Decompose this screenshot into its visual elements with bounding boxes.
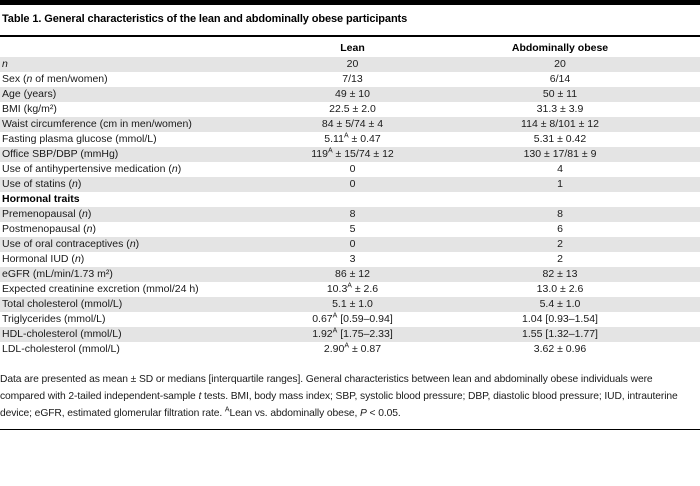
table-row: Postmenopausal (n) 5 6 — [0, 222, 700, 237]
table-row: Use of antihypertensive medication (n) 0 4 — [0, 162, 700, 177]
row-value-obese: 3.62 ± 0.96 — [533, 342, 587, 355]
row-label: BMI (kg/m²) — [2, 102, 57, 115]
row-value-obese: 20 — [554, 57, 566, 70]
column-header-obese: Abdominally obese — [511, 41, 609, 54]
row-label: Postmenopausal (n) — [2, 222, 96, 235]
row-label: eGFR (mL/min/1.73 m²) — [2, 267, 113, 280]
table-row: eGFR (mL/min/1.73 m²) 86 ± 12 82 ± 13 — [0, 266, 700, 282]
column-header-lean: Lean — [340, 41, 365, 54]
row-value-lean — [285, 192, 420, 207]
row-value-obese: 50 ± 11 — [542, 87, 578, 100]
row-label: Total cholesterol (mmol/L) — [2, 297, 123, 310]
row-label: LDL-cholesterol (mmol/L) — [2, 342, 120, 355]
row-label: Expected creatinine excretion (mmol/24 h… — [2, 282, 199, 295]
row-label: Use of antihypertensive medication (n) — [2, 162, 182, 175]
row-label: Office SBP/DBP (mmHg) — [2, 147, 119, 160]
row-value-obese: 8 — [557, 207, 563, 220]
row-value-obese: 6 — [557, 222, 563, 235]
row-value-obese: 13.0 ± 2.6 — [536, 282, 584, 295]
row-value-lean: 22.5 ± 2.0 — [329, 102, 376, 115]
row-value-lean: 84 ± 5/74 ± 4 — [321, 117, 384, 130]
row-label: Age (years) — [2, 87, 57, 100]
table-row: Fasting plasma glucose (mmol/L) 5.11A ± 0… — [0, 132, 700, 147]
table-header-row: Lean Abdominally obese — [0, 37, 700, 57]
row-label: Waist circumference (cm in men/women) — [2, 117, 192, 130]
table-row: Use of oral contraceptives (n) 0 2 — [0, 236, 700, 252]
row-value-obese: 5.31 ± 0.42 — [533, 132, 587, 145]
row-label: n — [2, 57, 8, 70]
table-body: n 20 20 Sex (n of men/women) 7/13 6/14 Age (ye… — [0, 56, 700, 357]
row-value-lean: 86 ± 12 — [335, 267, 370, 280]
row-value-obese: 1.55 [1.32–1.77] — [522, 327, 598, 340]
table-row: n 20 20 — [0, 56, 700, 72]
row-value-obese: 31.3 ± 3.9 — [536, 102, 584, 115]
section-header-row: Hormonal traits — [0, 192, 700, 207]
row-value-lean: 49 ± 10 — [335, 87, 370, 100]
table-row: LDL-cholesterol (mmol/L) 2.90A ± 0.87 3.62… — [0, 342, 700, 357]
row-value-lean: 5.11A ± 0.47 — [324, 132, 381, 145]
characteristics-table: Lean Abdominally obese n 20 20 Sex (n of me… — [0, 37, 700, 357]
row-value-lean: 2.90A ± 0.87 — [323, 342, 382, 355]
bottom-rule — [0, 428, 700, 430]
table-title: Table 1. General characteristics of the … — [2, 13, 408, 25]
row-label: Use of oral contraceptives (n) — [2, 237, 140, 250]
row-value-obese: 2 — [557, 237, 563, 250]
row-value-lean: 0 — [349, 162, 356, 175]
row-value-obese: 130 ± 17/81 ± 9 — [523, 147, 597, 160]
row-value-lean: 119A ± 15/74 ± 12 — [311, 147, 394, 160]
row-value-obese: 82 ± 13 — [542, 267, 578, 280]
table-row: Expected creatinine excretion (mmol/24 h… — [0, 282, 700, 297]
table-row: Hormonal IUD (n) 3 2 — [0, 252, 700, 267]
row-value-obese — [420, 192, 700, 207]
row-label: Hormonal IUD (n) — [2, 252, 85, 265]
row-value-lean: 0 — [349, 177, 356, 190]
row-label: Hormonal traits — [2, 192, 80, 205]
row-value-obese: 6/14 — [549, 72, 571, 85]
table-row: BMI (kg/m²) 22.5 ± 2.0 31.3 ± 3.9 — [0, 102, 700, 117]
table-row: HDL-cholesterol (mmol/L) 1.92A [1.75–2.33… — [0, 326, 700, 342]
title-rule — [0, 35, 700, 37]
row-value-obese: 5.4 ± 1.0 — [539, 297, 581, 310]
row-value-lean: 0.67A [0.59–0.94] — [312, 312, 393, 325]
table-row: Total cholesterol (mmol/L) 5.1 ± 1.0 5.4 ±… — [0, 296, 700, 312]
row-label: Use of statins (n) — [2, 177, 82, 190]
row-label: Triglycerides (mmol/L) — [2, 312, 106, 325]
table-row: Waist circumference (cm in men/women) 84 … — [0, 116, 700, 132]
row-value-lean: 3 — [349, 252, 356, 265]
table-row: Sex (n of men/women) 7/13 6/14 — [0, 72, 700, 87]
table-footnote: Data are presented as mean ± SD or media… — [0, 373, 678, 419]
table-row: Premenopausal (n) 8 8 — [0, 206, 700, 222]
table-row: Triglycerides (mmol/L) 0.67A [0.59–0.94] 1… — [0, 312, 700, 327]
row-value-lean: 1.92A [1.75–2.33] — [312, 327, 393, 340]
row-label: Fasting plasma glucose (mmol/L) — [2, 132, 157, 145]
row-label: Premenopausal (n) — [2, 207, 92, 220]
table-row: Use of statins (n) 0 1 — [0, 176, 700, 192]
row-value-lean: 5.1 ± 1.0 — [332, 297, 373, 310]
row-value-lean: 5 — [349, 222, 356, 235]
row-value-obese: 1 — [557, 177, 563, 190]
table-row: Age (years) 49 ± 10 50 ± 11 — [0, 86, 700, 102]
row-label: Sex (n of men/women) — [2, 72, 108, 85]
top-rule — [0, 0, 700, 5]
table-row: Office SBP/DBP (mmHg) 119A ± 15/74 ± 12 13… — [0, 146, 700, 162]
row-value-obese: 114 ± 8/101 ± 12 — [521, 117, 599, 130]
row-value-obese: 2 — [557, 252, 563, 265]
row-value-lean: 8 — [349, 207, 356, 220]
row-value-obese: 1.04 [0.93–1.54] — [522, 312, 598, 325]
row-value-lean: 0 — [349, 237, 356, 250]
row-value-lean: 20 — [346, 57, 359, 70]
row-value-lean: 10.3A ± 2.6 — [326, 282, 379, 295]
row-value-obese: 4 — [557, 162, 563, 175]
row-value-lean: 7/13 — [342, 72, 363, 85]
row-label: HDL-cholesterol (mmol/L) — [2, 327, 122, 340]
